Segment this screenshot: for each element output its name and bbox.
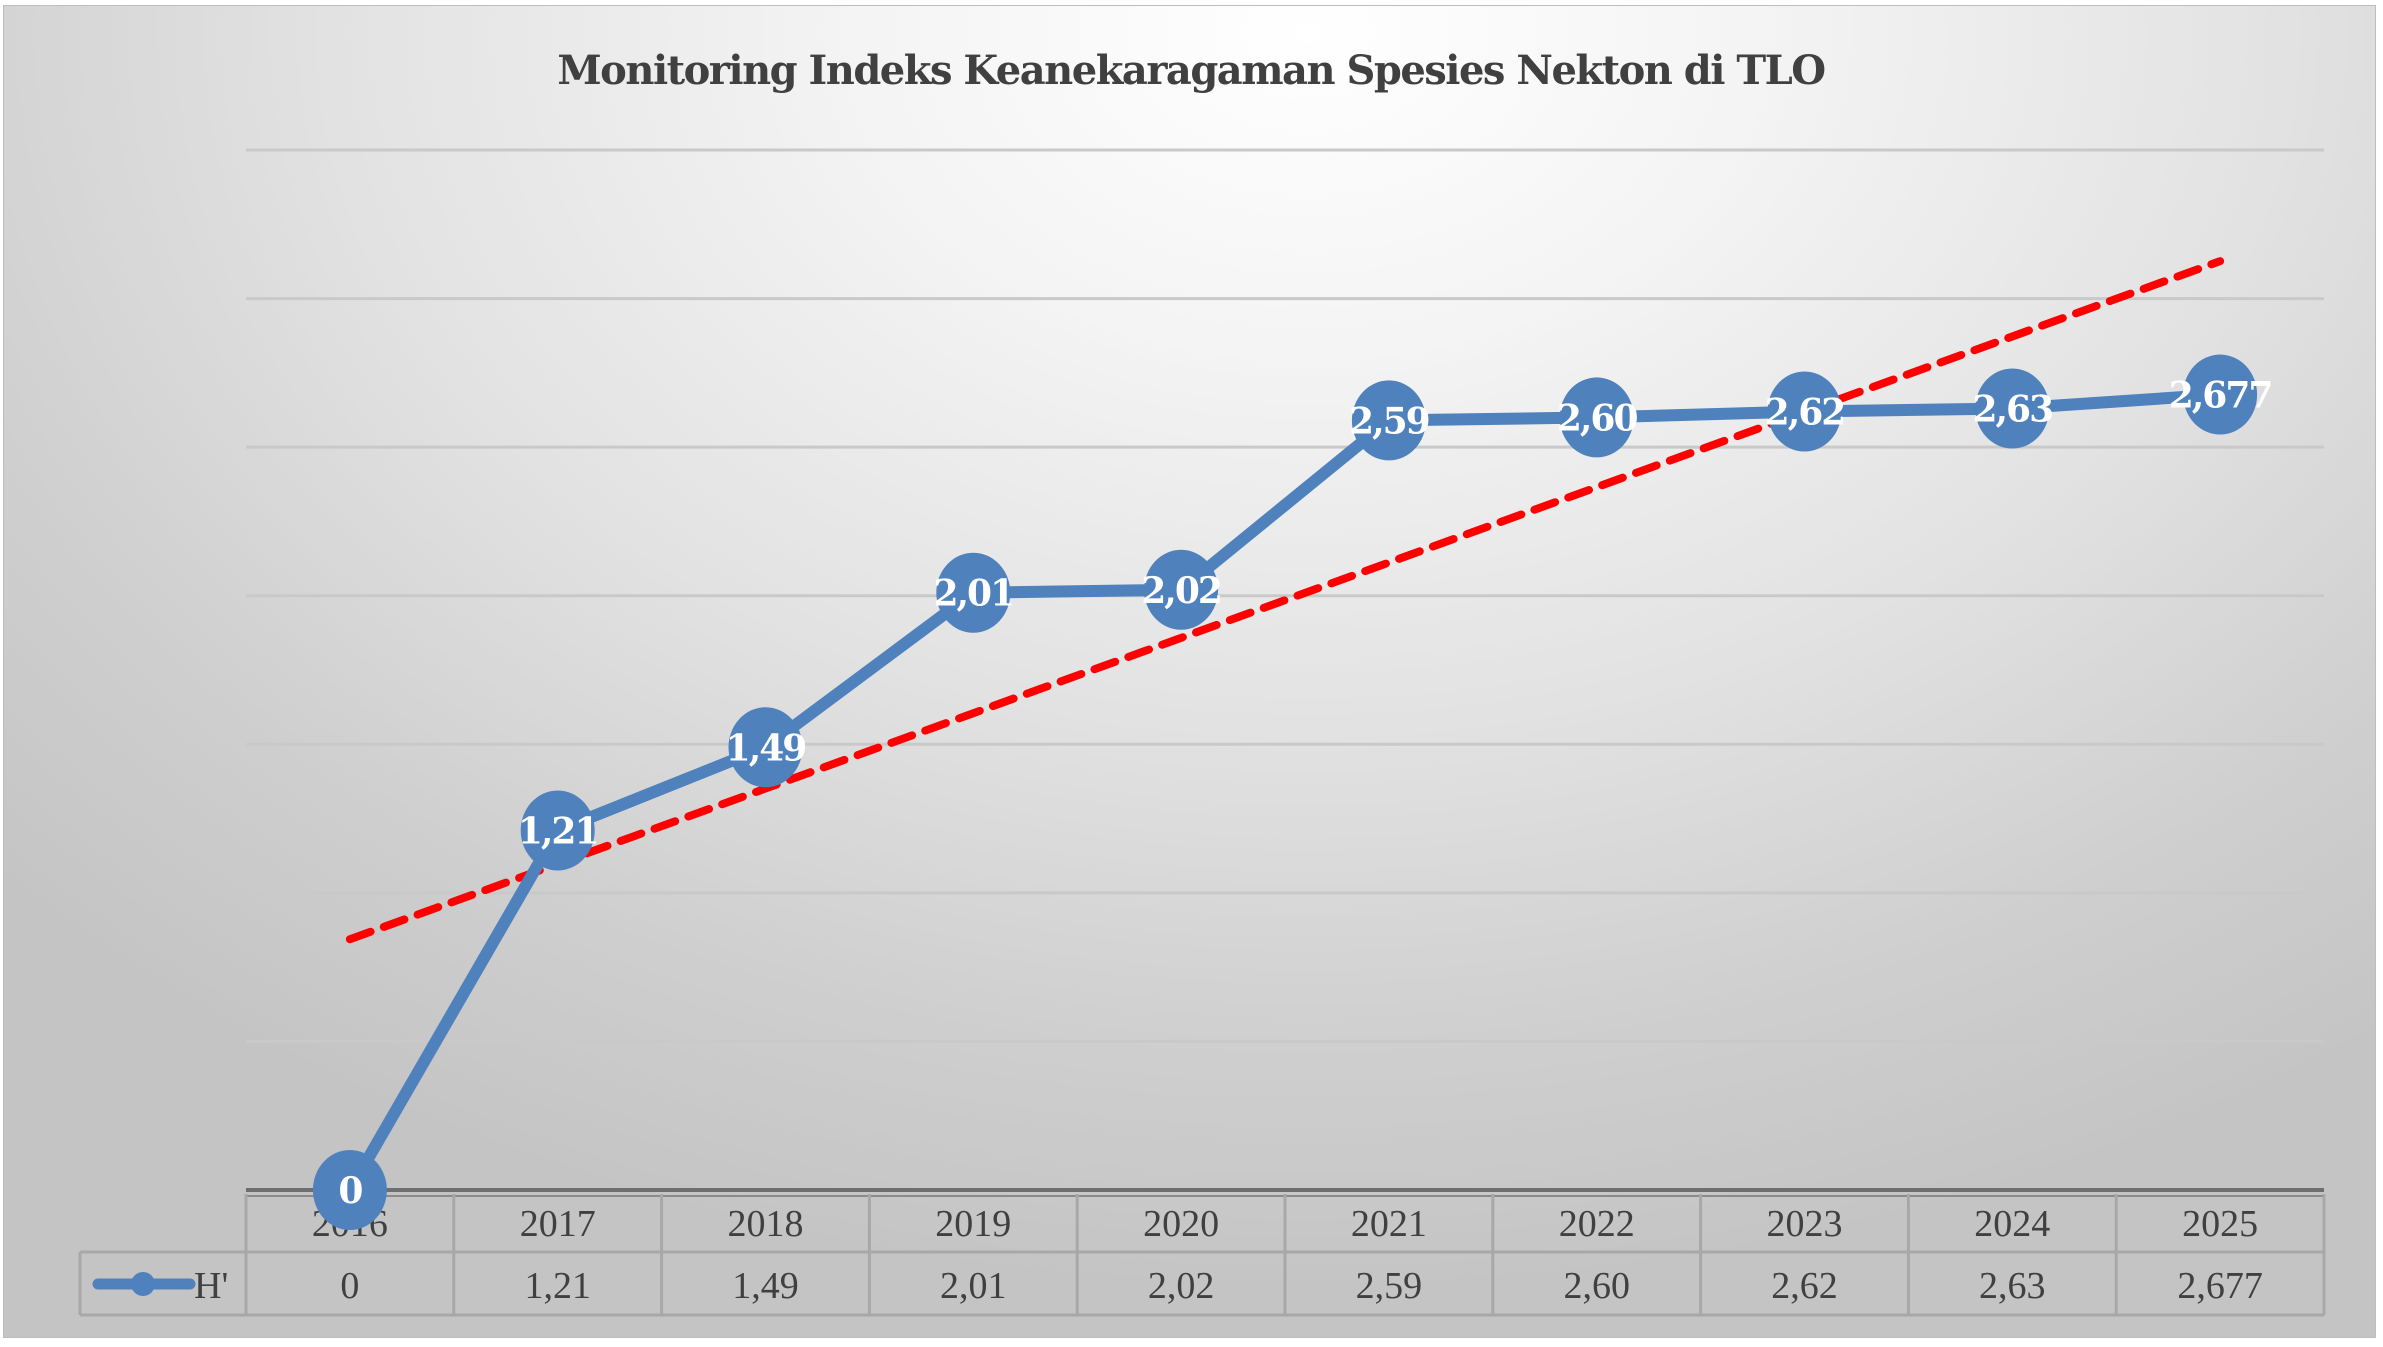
data-point-marker: [1144, 549, 1219, 630]
series-line: [344, 388, 2221, 1194]
data-point-marker: [1559, 377, 1634, 458]
x-tick-label: 2017: [520, 1203, 596, 1245]
x-tick-label: 2018: [728, 1203, 804, 1245]
table-cell: 1,21: [524, 1265, 591, 1307]
x-tick-label: 2020: [1143, 1203, 1219, 1245]
chart-title: Monitoring Indeks Keanekaragaman Spesies…: [557, 47, 1825, 94]
data-label: 2,02: [1141, 570, 1221, 612]
trendline-path: [345, 257, 2225, 944]
legend: H': [92, 1265, 228, 1307]
table-cell: 2,02: [1148, 1265, 1215, 1307]
data-label: 2,677: [2169, 375, 2272, 417]
data-label: 2,60: [1557, 397, 1638, 439]
gridlines: [246, 148, 2324, 1043]
legend-label: H': [194, 1265, 228, 1307]
data-label: 2,01: [933, 573, 1013, 615]
data-label: 1,49: [726, 727, 806, 769]
table-cell: 2,63: [1979, 1265, 2046, 1307]
data-point-marker: [1767, 371, 1842, 452]
data-point-marker: [312, 1150, 387, 1230]
data-point-marker: [1975, 368, 2050, 449]
trendline: [345, 257, 2225, 944]
x-tick-label: 2019: [935, 1203, 1011, 1245]
x-tick-label: 2022: [1559, 1203, 1635, 1245]
data-point-marker: [728, 707, 803, 788]
data-label: 2,62: [1765, 391, 1845, 433]
data-point-marker: [520, 790, 595, 871]
legend-marker-icon: [131, 1272, 155, 1296]
data-label: 2,63: [1972, 389, 2052, 431]
table-cell: 2,60: [1563, 1265, 1630, 1307]
x-tick-label: 2024: [1974, 1203, 2050, 1245]
x-tick-label: 2023: [1767, 1203, 1843, 1245]
x-tick-label: 2021: [1351, 1203, 1427, 1245]
data-table: 2016201720182019202020212022202320242025…: [78, 1188, 2326, 1317]
x-tick-label: 2025: [2182, 1203, 2258, 1245]
table-cell: 2,01: [940, 1265, 1007, 1307]
data-point-marker: [1351, 380, 1426, 461]
data-label: 1,21: [518, 810, 598, 852]
table-cell: 0: [340, 1265, 359, 1307]
data-point-marker: [936, 552, 1011, 633]
table-cell: 2,59: [1356, 1265, 1423, 1307]
data-label: 2,59: [1349, 400, 1429, 442]
series-h: 0 1,21 1,49 2,01 2,02 2,59 2,60 2,62 2,63 2,677: [312, 354, 2273, 1230]
data-point-marker: [2183, 354, 2258, 435]
data-label: 0: [338, 1170, 362, 1212]
table-cell: 2,62: [1771, 1265, 1838, 1307]
table-cell: 1,49: [732, 1265, 799, 1307]
table-cell: 2,677: [2177, 1265, 2263, 1307]
